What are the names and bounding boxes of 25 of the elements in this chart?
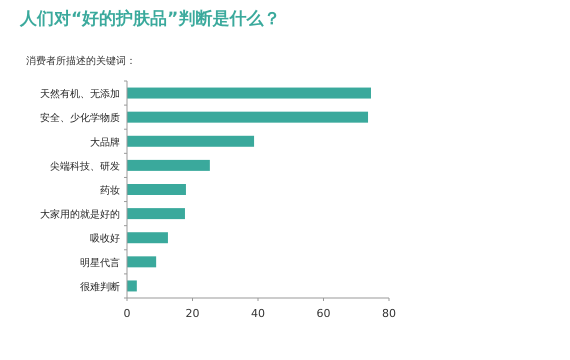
bar bbox=[127, 184, 186, 195]
chart-title: 人们对“好的护肤品”判断是什么？ bbox=[19, 9, 280, 29]
y-tick-label: 安全、少化学物质 bbox=[40, 112, 120, 124]
x-tick-label: 0 bbox=[124, 307, 130, 320]
bar bbox=[127, 112, 368, 123]
bar bbox=[127, 88, 371, 99]
bar bbox=[127, 160, 210, 171]
y-tick-label: 大品牌 bbox=[90, 136, 120, 148]
x-tick-label: 40 bbox=[251, 307, 265, 320]
chart-subtitle: 消费者所描述的关键词： bbox=[26, 55, 136, 67]
x-tick-label: 80 bbox=[382, 307, 396, 320]
bar bbox=[127, 136, 254, 147]
y-tick-label: 大家用的就是好的 bbox=[40, 208, 120, 221]
bar bbox=[127, 232, 168, 244]
bar bbox=[127, 208, 185, 220]
y-tick-label: 吸收好 bbox=[90, 234, 120, 245]
x-tick-label: 20 bbox=[186, 307, 200, 320]
bar bbox=[127, 280, 137, 292]
y-tick-label: 很难判断 bbox=[80, 280, 120, 293]
y-tick-label: 尖端科技、研发 bbox=[50, 160, 120, 172]
x-tick-label: 60 bbox=[316, 307, 330, 320]
y-tick-label: 天然有机、无添加 bbox=[40, 88, 120, 100]
y-tick-label: 明星代言 bbox=[80, 256, 120, 269]
y-tick-label: 药妆 bbox=[100, 184, 120, 196]
bar bbox=[127, 256, 156, 268]
